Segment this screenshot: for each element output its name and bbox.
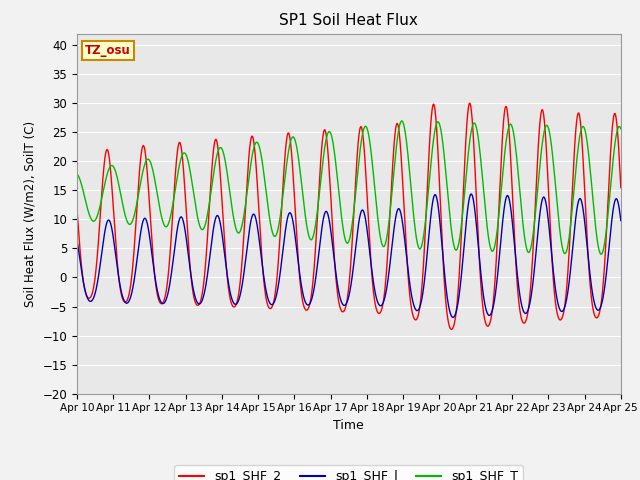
Title: SP1 Soil Heat Flux: SP1 Soil Heat Flux	[280, 13, 418, 28]
Text: TZ_osu: TZ_osu	[85, 44, 131, 58]
sp1_SHF_l	[427, 216, 435, 221]
sp1_SHF_2	[479, 305, 487, 311]
sp1_SHF_T	[281, 178, 289, 183]
sp1_SHF_T	[520, 231, 528, 237]
sp1_SHF_2	[466, 100, 474, 106]
sp1_SHF_T	[597, 252, 605, 257]
sp1_SHF_2	[427, 123, 435, 129]
sp1_SHF_l	[479, 289, 487, 295]
sp1_SHF_l	[399, 224, 407, 229]
sp1_SHF_l	[449, 314, 457, 320]
sp1_SHF_2	[281, 157, 289, 163]
sp1_SHF_2	[172, 168, 179, 173]
Y-axis label: Soil Heat Flux (W/m2), SoilT (C): Soil Heat Flux (W/m2), SoilT (C)	[24, 120, 36, 307]
sp1_SHF_T	[427, 163, 435, 169]
sp1_SHF_l	[172, 238, 179, 244]
sp1_SHF_l	[617, 218, 625, 224]
sp1_SHF_l	[281, 233, 289, 239]
sp1_SHF_2	[399, 187, 407, 192]
Line: sp1_SHF_T: sp1_SHF_T	[77, 121, 621, 254]
sp1_SHF_l	[467, 191, 475, 197]
sp1_SHF_T	[398, 118, 406, 124]
sp1_SHF_2	[617, 185, 625, 191]
sp1_SHF_T	[399, 120, 407, 126]
sp1_SHF_2	[73, 204, 81, 210]
Line: sp1_SHF_l: sp1_SHF_l	[77, 194, 621, 317]
sp1_SHF_T	[617, 126, 625, 132]
sp1_SHF_2	[520, 320, 528, 326]
sp1_SHF_T	[172, 184, 179, 190]
sp1_SHF_T	[73, 171, 81, 177]
sp1_SHF_2	[447, 326, 455, 332]
sp1_SHF_l	[73, 236, 81, 241]
Line: sp1_SHF_2: sp1_SHF_2	[77, 103, 621, 329]
Legend: sp1_SHF_2, sp1_SHF_l, sp1_SHF_T: sp1_SHF_2, sp1_SHF_l, sp1_SHF_T	[174, 465, 524, 480]
sp1_SHF_l	[520, 310, 528, 315]
X-axis label: Time: Time	[333, 419, 364, 432]
sp1_SHF_T	[479, 179, 486, 185]
